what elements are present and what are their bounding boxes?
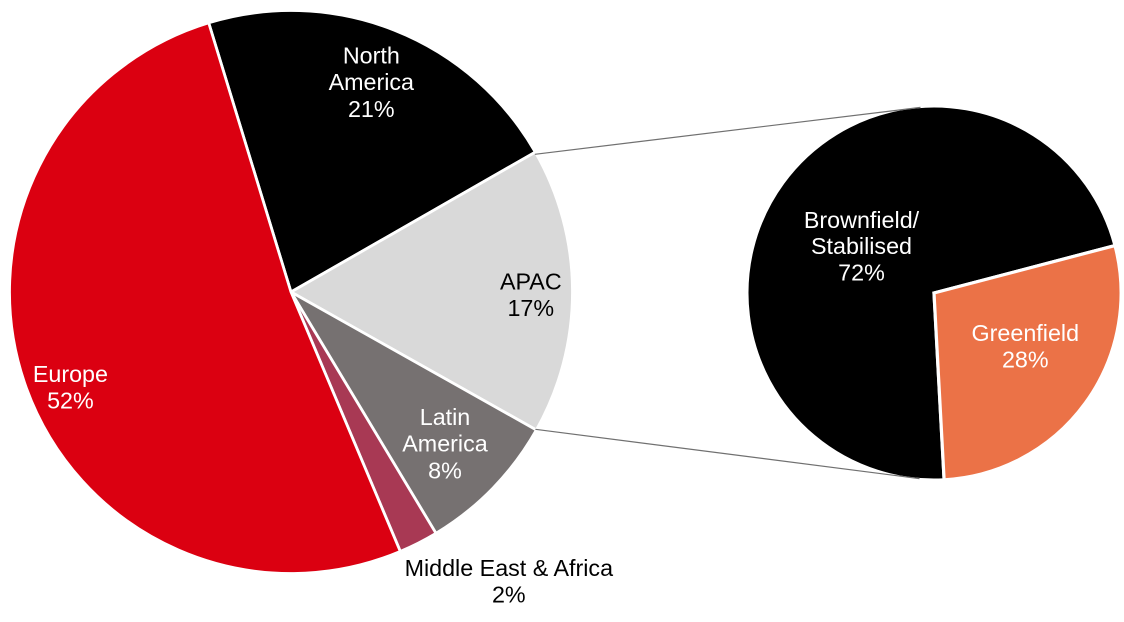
svg-text:America: America [402, 431, 487, 457]
svg-text:Stabilised: Stabilised [811, 233, 912, 259]
svg-text:America: America [329, 69, 414, 95]
svg-text:Europe: Europe [33, 361, 108, 387]
svg-text:2%: 2% [492, 582, 526, 608]
svg-text:52%: 52% [47, 387, 94, 413]
svg-text:21%: 21% [348, 96, 395, 122]
svg-text:North: North [343, 43, 400, 69]
svg-text:Brownfield/: Brownfield/ [804, 207, 920, 233]
svg-text:Latin: Latin [420, 404, 471, 430]
svg-text:APAC: APAC [500, 269, 562, 295]
svg-text:Middle East & Africa: Middle East & Africa [405, 555, 614, 581]
svg-text:Greenfield: Greenfield [972, 320, 1080, 346]
svg-text:17%: 17% [507, 295, 554, 321]
svg-text:8%: 8% [428, 457, 462, 483]
svg-text:28%: 28% [1002, 346, 1049, 372]
svg-text:72%: 72% [838, 260, 885, 286]
